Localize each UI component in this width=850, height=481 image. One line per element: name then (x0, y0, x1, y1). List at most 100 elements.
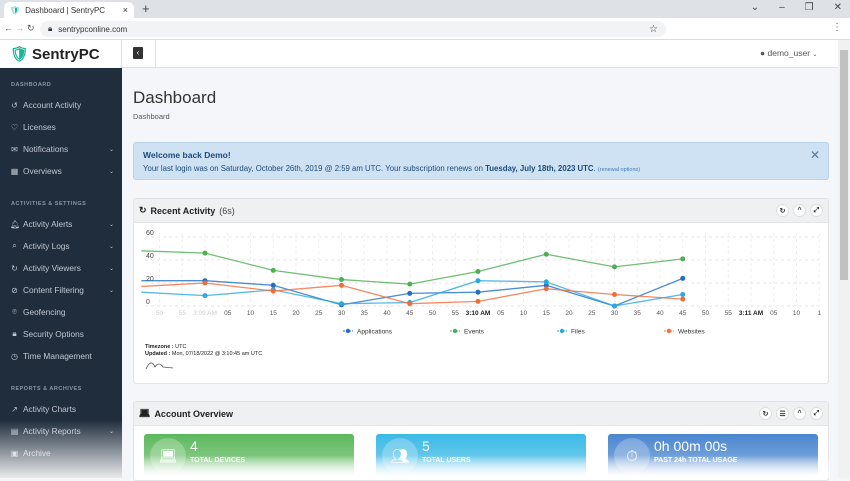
card-title: Account Overview (154, 408, 233, 419)
refresh-button[interactable]: ↻ (776, 204, 789, 217)
refresh-icon: ↻ (139, 205, 147, 215)
sidebar-item[interactable]: ▦ Overviews ⌄ (10, 163, 114, 179)
alert-text: Your last login was on Saturday, October… (143, 164, 486, 173)
collapse-button[interactable]: ^ (793, 204, 806, 217)
browser-menu-icon[interactable]: ⋮ (832, 22, 842, 33)
browser-tab[interactable]: 🛡 Dashboard | SentryPC × (4, 2, 134, 18)
sidebar-item[interactable]: ⌕ Activity Logs ⌄ (10, 238, 114, 254)
sidebar-item[interactable]: 🔒︎ Security Options (10, 326, 114, 342)
data-point (680, 275, 686, 281)
chevron-down-icon: ⌄ (812, 52, 818, 58)
data-point (339, 301, 344, 307)
url-input[interactable]: 🔒︎ sentrypconline.com ☆ (40, 21, 666, 37)
expand-button[interactable]: ⤢ (810, 204, 823, 217)
chevron-down-icon[interactable]: ⌄ (750, 2, 760, 13)
sidebar-item[interactable]: ⌾ Geofencing (10, 304, 114, 320)
forward-icon[interactable]: → (15, 23, 24, 33)
data-point (543, 282, 549, 288)
sidebar-item[interactable]: ↻ Activity Viewers ⌄ (10, 260, 114, 276)
x-tick-label: 30 (338, 310, 346, 317)
refresh-button[interactable]: ↻ (759, 407, 772, 420)
expand-button[interactable]: ⤢ (810, 407, 823, 420)
x-tick-label: 20 (292, 310, 300, 317)
clock-icon: ◷ (11, 351, 18, 361)
sidebar-item[interactable]: ◷ Time Management (10, 348, 114, 364)
lock-icon: 🔒︎ (48, 24, 53, 33)
map-pin-icon: ⌾ (12, 307, 17, 316)
chevron-down-icon: ⌄ (108, 221, 114, 228)
collapse-button[interactable]: ^ (793, 407, 806, 420)
timezone-value: UTC (173, 344, 187, 350)
data-point (475, 298, 481, 304)
logo-text: SentryPC (32, 45, 100, 63)
scrollbar-thumb[interactable] (840, 50, 848, 280)
back-icon[interactable]: ← (4, 23, 13, 33)
star-icon[interactable]: ☆ (649, 23, 658, 35)
maximize-icon[interactable]: ❐ (804, 2, 814, 13)
history-icon: ↺ (11, 100, 18, 110)
x-tick-label: 40 (656, 310, 664, 317)
close-icon[interactable]: ✕ (833, 2, 842, 13)
bell-icon: 🔔︎ (10, 219, 21, 229)
reload-icon[interactable]: ↻ (27, 23, 35, 33)
x-tick-label: 25 (315, 310, 323, 317)
renewal-options-link[interactable]: (renewal options) (597, 167, 641, 173)
new-tab-button[interactable]: + (142, 1, 150, 16)
stat-value: 5 (422, 438, 430, 454)
x-tick-label: 30 (611, 310, 619, 317)
data-point (612, 303, 617, 309)
sidebar-item[interactable]: ↗ Activity Charts (10, 401, 114, 417)
chevron-down-icon: ⌄ (108, 243, 114, 250)
breadcrumb: Dashboard (133, 112, 170, 121)
legend-marker (666, 328, 672, 334)
url-text: sentrypconline.com (58, 24, 128, 34)
user-menu[interactable]: ● demo_user ⌄ (760, 48, 817, 58)
y-tick-label: 60 (146, 230, 154, 237)
data-point (543, 251, 549, 257)
close-icon[interactable]: ✕ (809, 148, 820, 162)
x-tick-label: 3:11 AM (739, 310, 763, 317)
sidebar-item[interactable]: 🔔︎ Activity Alerts ⌄ (10, 216, 114, 232)
sidebar-item[interactable]: ♡ Licenses (10, 119, 114, 135)
page-title: Dashboard (133, 88, 217, 107)
sparkline-icon (145, 362, 174, 370)
recent-activity-card: ↻ Recent Activity (6s) ↻ ^ ⤢ (133, 198, 829, 384)
data-point (612, 292, 617, 297)
chevron-down-icon: ⌄ (108, 287, 114, 294)
stat-value: 4 (190, 438, 198, 454)
sidebar-toggle-button[interactable]: ‹ (133, 47, 143, 59)
sidebar-item-label: Activity Alerts (23, 219, 73, 229)
y-tick-label: 0 (146, 299, 150, 306)
sidebar-item-label: Security Options (23, 329, 84, 339)
sidebar-item[interactable]: ✉ Notifications ⌄ (10, 141, 114, 157)
sidebar-item-label: Account Activity (23, 100, 82, 110)
data-point (270, 288, 276, 294)
close-tab-icon[interactable]: × (122, 5, 128, 15)
stat-value: 0h 00m 00s (654, 438, 728, 454)
legend-marker (559, 328, 565, 334)
legend-label: Files (571, 329, 585, 336)
x-tick-label: 25 (588, 310, 596, 317)
x-tick-label: 35 (634, 310, 642, 317)
legend-label: Events (464, 329, 485, 336)
updated-label: Updated : (145, 351, 171, 357)
laptop-icon: 💻︎ (139, 408, 151, 418)
welcome-alert: Welcome back Demo! Your last login was o… (133, 142, 829, 180)
sidebar-item[interactable]: ↺ Account Activity (10, 97, 114, 113)
legend-label: Applications (357, 329, 393, 336)
chart-icon: ↗ (11, 404, 18, 414)
heart-icon: ♡ (10, 122, 19, 132)
bottom-fade (140, 455, 830, 478)
sidebar-item[interactable]: ⊘ Content Filtering ⌄ (10, 282, 114, 298)
logo[interactable]: 🛡 SentryPC (0, 40, 122, 68)
settings-button[interactable]: ☰ (776, 407, 789, 420)
sidebar-item-label: Activity Charts (23, 404, 77, 414)
data-point (407, 281, 413, 287)
sidebar (0, 40, 122, 478)
x-tick-label: 05 (497, 310, 505, 317)
shield-icon: 🛡 (10, 5, 21, 15)
data-point (270, 267, 276, 273)
x-tick-label: 45 (679, 310, 687, 317)
x-tick-label: 3:09 AM (193, 310, 217, 317)
minimize-icon[interactable]: – (779, 2, 785, 13)
